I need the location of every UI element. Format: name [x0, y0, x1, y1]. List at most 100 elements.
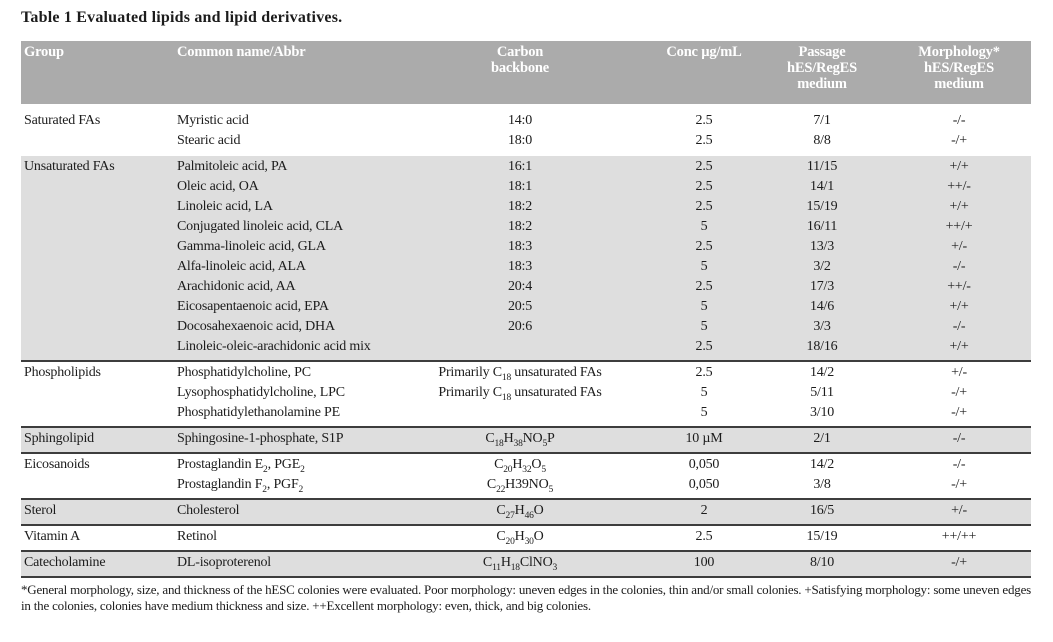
cell-morphology: -/+	[951, 385, 967, 400]
cell-morphology: -/-	[952, 113, 966, 128]
cell-passage: 16/11	[806, 219, 838, 234]
cell-morphology: -/-	[952, 431, 966, 446]
cell-passage: 14/6	[809, 299, 835, 314]
table-row: Lysophosphatidylcholine, LPC Primarily C1…	[21, 383, 1031, 403]
cell-passage: 18/16	[806, 339, 838, 354]
table-container: Table 1 Evaluated lipids and lipid deriv…	[21, 8, 1031, 613]
cell-group	[21, 475, 177, 495]
cell-passage: 7/1	[813, 113, 831, 128]
table-body: Saturated FAs Myristic acid 14:0 2.5 7/1 -/- S…	[21, 104, 1031, 578]
cell-conc: 0,050	[688, 477, 720, 492]
cell-common-name: Prostaglandin F2, PGF2	[177, 477, 304, 495]
group-section: Saturated FAs Myristic acid 14:0 2.5 7/1 -/- S…	[21, 104, 1031, 156]
cell-passage: 5/11	[810, 385, 834, 400]
cell-group: Eicosanoids	[24, 457, 90, 472]
cell-morphology: +/+	[949, 299, 969, 314]
cell-group	[21, 297, 177, 317]
cell-group: Sphingolipid	[24, 431, 94, 446]
cell-common-name: Linoleic acid, LA	[177, 199, 273, 214]
cell-passage: 13/3	[809, 239, 835, 254]
cell-common-name: Prostaglandin E2, PGE2	[177, 457, 305, 475]
cell-conc: 2.5	[695, 239, 713, 254]
table-title: Table 1 Evaluated lipids and lipid deriv…	[21, 9, 343, 26]
cell-morphology: -/+	[951, 477, 967, 492]
cell-passage: 2/1	[813, 431, 831, 446]
cell-conc: 2.5	[695, 159, 713, 174]
cell-conc: 2.5	[695, 339, 713, 354]
column-header: Common name/Abbr	[177, 44, 306, 60]
cell-morphology: ++/++	[941, 529, 977, 544]
cell-carbon-backbone: 18:2	[507, 199, 533, 214]
cell-conc: 2.5	[695, 279, 713, 294]
cell-passage: 16/5	[809, 503, 835, 518]
cell-passage: 3/10	[809, 405, 835, 420]
cell-carbon-backbone: 20:6	[507, 319, 533, 334]
cell-morphology: -/+	[951, 555, 967, 570]
cell-passage: 3/2	[813, 259, 831, 274]
cell-passage: 15/19	[806, 529, 838, 544]
cell-passage: 3/8	[813, 477, 831, 492]
cell-group	[21, 277, 177, 297]
cell-common-name: Alfa-linoleic acid, ALA	[177, 259, 306, 274]
cell-conc: 5	[700, 319, 708, 334]
cell-conc: 2	[700, 503, 708, 518]
cell-common-name: Sphingosine-1-phosphate, S1P	[177, 431, 344, 446]
group-section: Phospholipids Phosphatidylcholine, PC Prim…	[21, 360, 1031, 426]
cell-carbon-backbone: 18:3	[507, 239, 533, 254]
cell-group	[21, 237, 177, 257]
cell-common-name: Phosphatidylcholine, PC	[177, 365, 311, 380]
group-section: Catecholamine DL-isoproterenol C11H18ClNO3…	[21, 550, 1031, 576]
cell-carbon-backbone: C20H30O	[496, 529, 544, 547]
table-row: Phosphatidylethanolamine PE 5 3/10 -/+	[21, 403, 1031, 423]
cell-passage: 3/3	[813, 319, 831, 334]
cell-common-name: Arachidonic acid, AA	[177, 279, 296, 294]
cell-passage: 8/10	[809, 555, 835, 570]
table-row: Sphingolipid Sphingosine-1-phosphate, S1P…	[21, 429, 1031, 449]
cell-carbon-backbone: 18:2	[507, 219, 533, 234]
cell-common-name: Palmitoleic acid, PA	[177, 159, 288, 174]
cell-conc: 0,050	[688, 457, 720, 472]
column-header: Group	[24, 44, 64, 60]
table-row: Vitamin A Retinol C20H30O 2.5 15/19 ++/++	[21, 527, 1031, 547]
table-row: Prostaglandin F2, PGF2 C22H39NO5 0,050 3/8 -…	[21, 475, 1031, 495]
cell-group	[21, 383, 177, 403]
cell-carbon-backbone: 18:3	[507, 259, 533, 274]
cell-morphology: ++/-	[947, 179, 971, 194]
cell-carbon-backbone: Primarily C18 unsaturated FAs	[438, 365, 602, 383]
table-row: Phospholipids Phosphatidylcholine, PC Prim…	[21, 363, 1031, 383]
cell-passage: 14/2	[809, 457, 835, 472]
group-section: Unsaturated FAs Palmitoleic acid, PA 16:1 2…	[21, 156, 1031, 360]
table-row: Conjugated linoleic acid, CLA 18:2 5 16/11 +…	[21, 217, 1031, 237]
group-section: Sterol Cholesterol C27H46O 2 16/5 +/-	[21, 498, 1031, 524]
cell-conc: 2.5	[695, 113, 713, 128]
cell-conc: 2.5	[695, 133, 713, 148]
cell-conc: 2.5	[695, 179, 713, 194]
group-section: Vitamin A Retinol C20H30O 2.5 15/19 ++/++	[21, 524, 1031, 550]
cell-group	[21, 217, 177, 237]
cell-common-name: Stearic acid	[177, 133, 241, 148]
cell-carbon-backbone: C27H46O	[496, 503, 544, 521]
cell-morphology: +/+	[949, 339, 969, 354]
cell-conc: 2.5	[695, 529, 713, 544]
cell-common-name: Lysophosphatidylcholine, LPC	[177, 385, 345, 400]
cell-common-name: Eicosapentaenoic acid, EPA	[177, 299, 329, 314]
column-header: Carbon backbone	[490, 44, 550, 76]
table-row: Unsaturated FAs Palmitoleic acid, PA 16:1 2…	[21, 157, 1031, 177]
table-row: Saturated FAs Myristic acid 14:0 2.5 7/1 -/-	[21, 111, 1031, 131]
cell-morphology: +/-	[951, 365, 967, 380]
cell-group	[21, 131, 177, 151]
table-row: Eicosanoids Prostaglandin E2, PGE2 C20H32O…	[21, 455, 1031, 475]
table-row: Alfa-linoleic acid, ALA 18:3 5 3/2 -/-	[21, 257, 1031, 277]
table-row: Linoleic-oleic-arachidonic acid mix 2.5 18…	[21, 337, 1031, 357]
cell-common-name: Cholesterol	[177, 503, 240, 518]
cell-common-name: Oleic acid, OA	[177, 179, 259, 194]
cell-morphology: -/+	[951, 405, 967, 420]
table-row: Catecholamine DL-isoproterenol C11H18ClNO3…	[21, 553, 1031, 573]
table-row: Eicosapentaenoic acid, EPA 20:5 5 14/6 +/+	[21, 297, 1031, 317]
cell-common-name: Phosphatidylethanolamine PE	[177, 405, 340, 420]
table-header-row: Group Common name/Abbr Carbon backbone Conc…	[21, 41, 1031, 104]
cell-morphology: +/-	[951, 239, 967, 254]
cell-passage: 14/1	[809, 179, 835, 194]
cell-morphology: -/+	[951, 133, 967, 148]
